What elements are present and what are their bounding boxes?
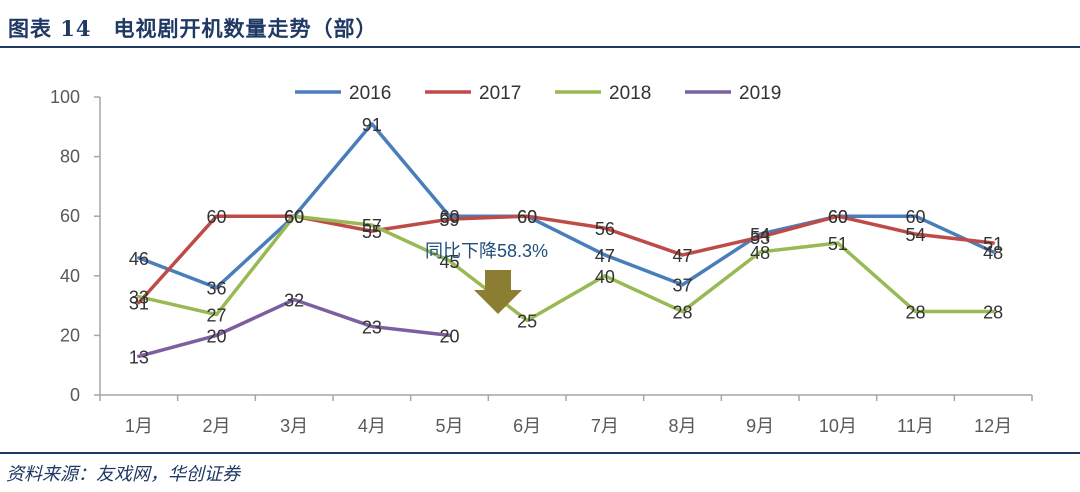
chart-axes: 0 20 40 60 80 100 1月 2月 3月 4月 5月 6月 7月 8月 9月 10月 11月 12月: [50, 87, 1033, 436]
x-tick-label: 5月: [435, 416, 463, 436]
x-tick-label: 11月: [897, 416, 934, 436]
x-tick-label: 7月: [591, 416, 619, 436]
legend-label-2017: 2017: [479, 83, 521, 104]
source-divider: [0, 452, 1080, 454]
data-label-2016: 46: [129, 249, 149, 269]
data-label-2016: 47: [595, 246, 615, 266]
x-tick-label: 4月: [358, 416, 386, 436]
y-tick-label: 40: [60, 266, 80, 286]
source-note: 资料来源：友戏网，华创证券: [6, 464, 240, 485]
data-label-2018: 51: [828, 234, 848, 254]
data-label-2018: 27: [206, 306, 226, 326]
y-tick-label: 80: [60, 147, 80, 167]
yoy-annotation: 同比下降58.3%: [425, 241, 548, 314]
title-divider: [0, 46, 1080, 48]
data-label-2018: 45: [439, 252, 459, 272]
x-tick-label: 2月: [202, 416, 230, 436]
x-tick-label: 3月: [280, 416, 308, 436]
data-label-2017: 56: [595, 219, 615, 239]
annotation-text: 同比下降58.3%: [425, 241, 548, 261]
x-tick-label: 8月: [668, 416, 696, 436]
data-label-2018: 28: [983, 303, 1003, 323]
data-label-2018: 48: [750, 243, 770, 263]
series-lines: [137, 122, 995, 359]
data-label-2016: 36: [206, 279, 226, 299]
data-label-2016: 60: [284, 207, 304, 227]
data-label-2016: 60: [828, 207, 848, 227]
data-label-2016: 54: [750, 225, 770, 245]
series-line-2017: [137, 214, 995, 305]
data-label-2017: 60: [206, 207, 226, 227]
data-label-2019: 20: [206, 326, 226, 346]
x-tick-label: 6月: [513, 416, 541, 436]
data-label-2017: 51: [983, 234, 1003, 254]
data-label-2018: 57: [362, 216, 382, 236]
x-tick-label: 12月: [974, 416, 1012, 436]
chart-legend: 2016 2017 2018 2019: [295, 83, 781, 104]
series-line-2019: [137, 297, 452, 359]
y-tick-label: 0: [70, 385, 80, 405]
x-tick-label: 1月: [125, 416, 153, 436]
data-label-2019: 13: [129, 347, 149, 367]
data-label-2017: 60: [284, 207, 304, 227]
data-label-2016: 91: [362, 115, 382, 135]
x-tick-label: 9月: [746, 416, 774, 436]
data-label-2016: 60: [905, 207, 925, 227]
figure-title: 图表 14 电视剧开机数量走势（部）: [8, 16, 378, 41]
series-line-2018: [137, 214, 995, 323]
data-label-2019: 32: [284, 291, 304, 311]
data-label-2018: 28: [905, 303, 925, 323]
data-label-2018: 40: [595, 267, 615, 287]
data-label-2017: 47: [672, 246, 692, 266]
data-label-2018: 60: [284, 207, 304, 227]
legend-label-2019: 2019: [739, 83, 781, 104]
down-arrow-icon: [474, 270, 522, 314]
data-label-2016: 60: [517, 207, 537, 227]
data-label-2019: 20: [439, 326, 459, 346]
data-label-2017: 59: [439, 210, 459, 230]
y-tick-label: 100: [50, 87, 80, 107]
y-tick-label: 60: [60, 206, 80, 226]
data-label-2017: 31: [129, 294, 149, 314]
legend-label-2016: 2016: [349, 83, 391, 104]
series-line-2016: [137, 122, 995, 290]
data-label-2018: 25: [517, 312, 537, 332]
data-label-2019: 23: [362, 317, 382, 337]
data-label-2018: 33: [129, 288, 149, 308]
data-label-2017: 53: [750, 228, 770, 248]
data-label-2017: 54: [905, 225, 925, 245]
data-label-2017: 55: [362, 222, 382, 242]
data-label-2016: 60: [439, 207, 459, 227]
data-label-2017: 60: [828, 207, 848, 227]
data-label-2016: 37: [672, 276, 692, 296]
data-label-2018: 28: [672, 303, 692, 323]
y-tick-label: 20: [60, 325, 80, 345]
x-tick-label: 10月: [819, 416, 857, 436]
data-label-2017: 60: [517, 207, 537, 227]
legend-label-2018: 2018: [609, 83, 651, 104]
data-label-2016: 48: [983, 243, 1003, 263]
